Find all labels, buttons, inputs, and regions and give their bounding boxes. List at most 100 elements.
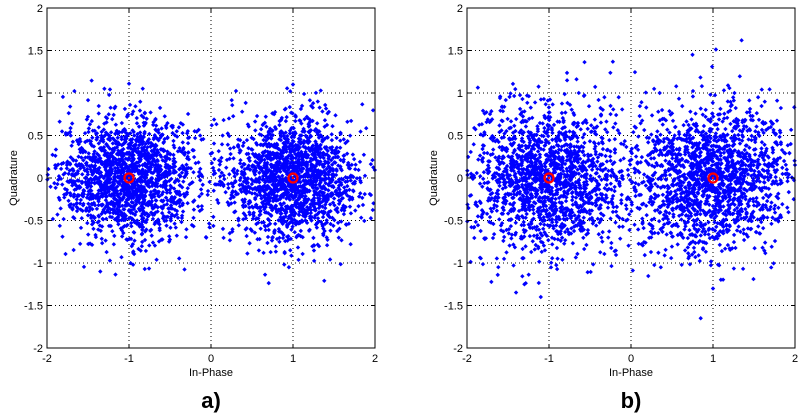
scatter-point — [85, 97, 91, 103]
scatter-point — [148, 140, 154, 146]
scatter-point — [72, 173, 77, 178]
scatter-point — [131, 109, 136, 114]
scatter-point — [60, 234, 65, 239]
y-tick-label: -1.5 — [24, 301, 43, 313]
scatter-point — [65, 159, 70, 164]
scatter-point — [101, 144, 107, 150]
scatter-point — [53, 185, 58, 191]
x-tick-label: 0 — [208, 353, 214, 365]
scatter-point — [110, 116, 115, 122]
scatter-point — [180, 130, 185, 136]
scatter-point — [148, 110, 153, 115]
scatter-point — [180, 209, 186, 214]
scatter-point — [159, 192, 165, 197]
scatter-point — [67, 191, 73, 196]
scatter-point — [96, 153, 101, 158]
scatter-point — [114, 197, 119, 203]
scatter-point — [169, 212, 175, 217]
scatter-point — [130, 137, 135, 142]
scatter-point — [127, 236, 132, 242]
scatter-point — [85, 169, 90, 175]
scatter-point — [124, 189, 130, 195]
scatter-point — [122, 165, 128, 171]
scatter-point — [77, 241, 83, 247]
scatter-point — [135, 131, 140, 137]
scatter-point — [172, 133, 178, 138]
scatter-point — [183, 170, 189, 176]
scatter-point — [161, 140, 166, 146]
scatter-point — [175, 149, 181, 154]
scatter-point — [77, 201, 83, 206]
scatter-point — [148, 176, 154, 181]
scatter-point — [113, 160, 118, 165]
x-tick-label: 2 — [372, 353, 378, 365]
scatter-point — [88, 206, 93, 211]
scatter-point — [101, 207, 106, 212]
scatter-point — [149, 210, 154, 215]
scatter-point — [205, 188, 211, 194]
scatter-point — [199, 207, 205, 212]
scatter-point — [142, 110, 148, 115]
scatter-point — [143, 168, 148, 174]
scatter-point — [184, 227, 189, 232]
scatter-point — [171, 152, 176, 158]
scatter-point — [89, 118, 95, 124]
scatter-point — [172, 145, 177, 150]
scatter-point — [90, 171, 96, 176]
scatter-point — [180, 122, 186, 127]
scatter-point — [155, 157, 160, 163]
scatter-point — [144, 182, 149, 187]
scatter-point — [186, 135, 192, 140]
scatter-point — [115, 191, 121, 197]
scatter-point — [72, 179, 78, 184]
scatter-point — [48, 184, 53, 189]
scatter-point — [115, 142, 121, 148]
x-axis-title: In-Phase — [189, 367, 233, 379]
scatter-point — [119, 120, 125, 126]
scatter-point — [143, 175, 148, 180]
scatter-point — [91, 193, 96, 198]
scatter-point — [196, 169, 202, 175]
scatter-point — [68, 155, 73, 160]
scatter-point — [99, 240, 105, 246]
scatter-point — [68, 125, 73, 131]
scatter-point — [182, 174, 187, 180]
scatter-point — [141, 123, 147, 128]
scatter-point — [121, 212, 127, 218]
scatter-point — [106, 112, 111, 117]
scatter-point — [198, 166, 203, 172]
scatter-point — [159, 126, 164, 131]
scatter-point — [139, 186, 144, 192]
scatter-point — [121, 127, 126, 133]
scatter-point — [185, 141, 191, 146]
scatter-point — [110, 136, 116, 141]
scatter-point — [107, 133, 112, 138]
scatter-point — [69, 172, 75, 177]
scatter-point — [168, 183, 173, 188]
scatter-point — [141, 198, 147, 204]
scatter-point — [74, 171, 79, 177]
scatter-point — [89, 222, 95, 227]
scatter-point — [163, 195, 169, 200]
scatter-point — [129, 153, 134, 158]
scatter-point — [91, 168, 97, 173]
scatter-point — [96, 203, 101, 208]
scatter-point — [112, 195, 117, 201]
scatter-point — [112, 138, 117, 143]
scatter-point — [177, 204, 183, 209]
scatter-point — [110, 159, 116, 164]
scatter-point — [75, 168, 81, 174]
scatter-point — [118, 226, 124, 231]
scatter-point — [119, 156, 124, 162]
scatter-point — [92, 203, 98, 208]
scatter-point — [116, 214, 121, 220]
scatter-point — [207, 225, 212, 230]
scatter-point — [84, 160, 89, 165]
scatter-point — [137, 108, 143, 113]
scatter-point — [173, 159, 178, 165]
scatter-point — [101, 175, 107, 181]
scatter-point — [164, 223, 169, 228]
scatter-point — [198, 187, 204, 192]
scatter-point — [77, 147, 82, 152]
scatter-point — [84, 162, 89, 168]
